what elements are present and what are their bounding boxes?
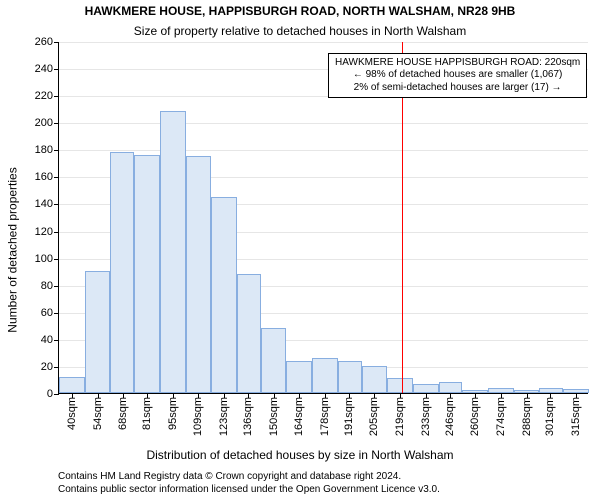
histogram-bar [160, 111, 186, 393]
y-tick-mark [54, 286, 59, 287]
x-tick-label: 123sqm [218, 397, 230, 436]
y-tick-mark [54, 177, 59, 178]
histogram-bar [286, 361, 312, 393]
y-tick-mark [54, 313, 59, 314]
x-tick-label: 260sqm [469, 397, 481, 436]
plot-area: 02040608010012014016018020022024026040sq… [58, 42, 588, 394]
x-tick-label: 301sqm [544, 397, 556, 436]
y-tick-label: 60 [41, 307, 53, 319]
annotation-line-1: HAWKMERE HOUSE HAPPISBURGH ROAD: 220sqm [335, 57, 580, 70]
y-tick-label: 140 [35, 198, 53, 210]
y-gridline [59, 150, 588, 151]
x-axis-label: Distribution of detached houses by size … [0, 448, 600, 462]
y-tick-label: 20 [41, 361, 53, 373]
y-tick-label: 40 [41, 334, 53, 346]
x-tick-label: 219sqm [394, 397, 406, 436]
x-tick-label: 68sqm [117, 397, 129, 430]
x-tick-label: 205sqm [368, 397, 380, 436]
histogram-bar [134, 155, 160, 393]
histogram-bar [413, 384, 439, 393]
x-tick-label: 81sqm [141, 397, 153, 430]
footnote-line-1: Contains HM Land Registry data © Crown c… [58, 471, 440, 484]
chart-container: HAWKMERE HOUSE, HAPPISBURGH ROAD, NORTH … [0, 0, 600, 500]
chart-subtitle: Size of property relative to detached ho… [0, 24, 600, 38]
y-gridline [59, 42, 588, 43]
histogram-bar [85, 271, 111, 393]
x-tick-label: 164sqm [293, 397, 305, 436]
x-tick-label: 136sqm [242, 397, 254, 436]
x-tick-label: 178sqm [319, 397, 331, 436]
y-gridline [59, 123, 588, 124]
y-tick-mark [54, 42, 59, 43]
y-tick-label: 240 [35, 63, 53, 75]
y-tick-label: 80 [41, 280, 53, 292]
y-tick-label: 200 [35, 117, 53, 129]
histogram-bar [338, 361, 362, 393]
x-tick-label: 95sqm [167, 397, 179, 430]
histogram-bar [237, 274, 261, 393]
y-tick-mark [54, 123, 59, 124]
x-tick-label: 246sqm [444, 397, 456, 436]
footnote: Contains HM Land Registry data © Crown c… [58, 471, 440, 496]
histogram-bar [211, 197, 237, 393]
chart-title: HAWKMERE HOUSE, HAPPISBURGH ROAD, NORTH … [0, 4, 600, 18]
x-tick-label: 40sqm [66, 397, 78, 430]
histogram-bar [186, 156, 212, 393]
y-tick-label: 160 [35, 171, 53, 183]
x-tick-label: 54sqm [92, 397, 104, 430]
histogram-bar [387, 378, 413, 393]
y-tick-label: 0 [47, 388, 53, 400]
x-tick-label: 274sqm [495, 397, 507, 436]
y-tick-mark [54, 96, 59, 97]
y-tick-label: 100 [35, 253, 53, 265]
x-tick-label: 150sqm [268, 397, 280, 436]
y-tick-label: 180 [35, 144, 53, 156]
x-tick-label: 315sqm [570, 397, 582, 436]
annotation-box: HAWKMERE HOUSE HAPPISBURGH ROAD: 220sqm←… [328, 53, 587, 99]
histogram-bar [110, 152, 134, 393]
histogram-bar [59, 377, 85, 393]
annotation-line-2: ← 98% of detached houses are smaller (1,… [335, 69, 580, 82]
x-tick-label: 288sqm [521, 397, 533, 436]
y-axis-label: Number of detached properties [6, 0, 20, 500]
histogram-bar [312, 358, 338, 393]
y-tick-mark [54, 394, 59, 395]
y-tick-mark [54, 204, 59, 205]
y-tick-label: 260 [35, 36, 53, 48]
y-tick-mark [54, 232, 59, 233]
x-tick-label: 109sqm [192, 397, 204, 436]
x-tick-label: 233sqm [420, 397, 432, 436]
y-tick-mark [54, 259, 59, 260]
y-tick-mark [54, 340, 59, 341]
y-tick-mark [54, 150, 59, 151]
histogram-bar [261, 328, 287, 393]
footnote-line-2: Contains public sector information licen… [58, 484, 440, 497]
annotation-line-3: 2% of semi-detached houses are larger (1… [335, 82, 580, 95]
y-tick-label: 220 [35, 90, 53, 102]
y-tick-label: 120 [35, 226, 53, 238]
histogram-bar [439, 382, 463, 393]
histogram-bar [362, 366, 388, 393]
y-tick-mark [54, 69, 59, 70]
y-tick-mark [54, 367, 59, 368]
x-tick-label: 191sqm [343, 397, 355, 436]
